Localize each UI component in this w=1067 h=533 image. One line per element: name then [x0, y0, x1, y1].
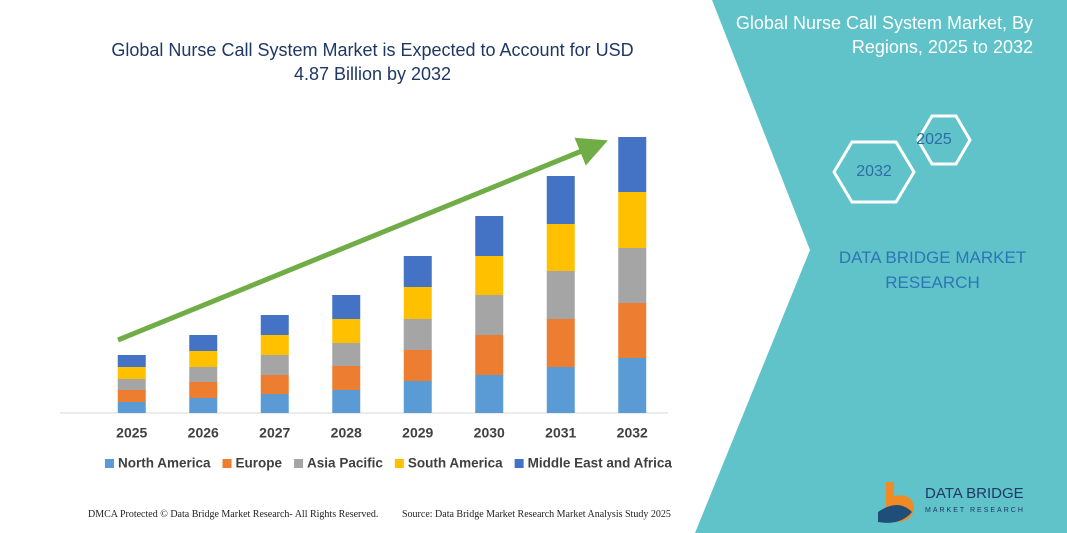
bar-segment	[189, 367, 218, 382]
bar-segment	[117, 390, 146, 402]
bar-segment	[260, 394, 289, 413]
logo-tagline: MARKET RESEARCH	[925, 507, 1025, 514]
bar-segment	[546, 367, 575, 413]
bar-segment	[475, 375, 504, 413]
bar-segment	[618, 137, 647, 192]
panel-title: Global Nurse Call System Market, By Regi…	[735, 13, 1033, 57]
bar-segment	[189, 335, 218, 351]
bar-segment	[403, 350, 432, 381]
bar-segment	[332, 390, 361, 413]
bar-segment	[403, 319, 432, 350]
legend-swatch	[394, 459, 404, 468]
bar-segment	[546, 224, 575, 271]
bar-segment	[475, 295, 504, 335]
x-tick-label: 2031	[545, 425, 576, 441]
bar-segment	[475, 256, 504, 295]
bar-segment	[260, 375, 289, 394]
bar-segment	[546, 176, 575, 224]
bar-segment	[618, 303, 647, 358]
bar-segment	[117, 367, 146, 379]
bar-segment	[117, 402, 146, 413]
bar-segment	[475, 216, 504, 256]
bar-segment	[117, 355, 146, 367]
logo-name: DATA BRIDGE	[925, 485, 1024, 502]
logo-icon	[878, 482, 914, 523]
bar-segment	[260, 335, 289, 355]
trend-arrow	[117, 137, 608, 343]
bar-segment	[117, 379, 146, 390]
bar-segment	[189, 382, 218, 398]
hexagon-label: 2032	[856, 163, 892, 180]
legend-swatch	[294, 459, 304, 468]
bar-segment	[403, 381, 432, 413]
bar-segment	[332, 319, 361, 343]
bar-segment	[546, 271, 575, 319]
legend-swatch	[105, 459, 114, 468]
bar-segment	[475, 335, 504, 375]
x-tick-label: 2025	[116, 425, 147, 441]
bar-segment	[332, 295, 361, 319]
bar-segment	[332, 343, 361, 366]
x-tick-label: 2030	[474, 425, 505, 441]
legend-swatch	[514, 459, 524, 468]
bar-segment	[189, 351, 218, 367]
x-tick-label: 2026	[188, 425, 219, 441]
legend-label: Europe	[236, 456, 283, 471]
bar-segment	[332, 366, 361, 390]
legend-label: Asia Pacific	[307, 456, 383, 471]
bar-segment	[546, 319, 575, 367]
chart-title: Global Nurse Call System Market is Expec…	[111, 40, 634, 84]
x-tick-label: 2028	[331, 425, 362, 441]
side-panel	[695, 0, 1067, 533]
bar-segment	[260, 355, 289, 375]
bar-segment	[189, 398, 218, 413]
brand-text: DATA BRIDGE MARKET RESEARCH	[838, 248, 1027, 292]
hexagon-outlines	[832, 114, 972, 204]
legend-swatch	[222, 459, 232, 468]
bar-segment	[618, 248, 647, 303]
legend-label: South America	[408, 456, 503, 471]
bar-segment	[260, 315, 289, 335]
x-tick-label: 2032	[617, 425, 648, 441]
bar-segment	[403, 256, 432, 287]
bar-segment	[618, 192, 647, 248]
bar-segment	[618, 358, 647, 413]
footer-left: DMCA Protected © Data Bridge Market Rese…	[88, 509, 379, 520]
bar-segment	[403, 287, 432, 319]
x-tick-label: 2029	[402, 425, 433, 441]
legend-label: Middle East and Africa	[528, 456, 673, 471]
x-tick-label: 2027	[259, 425, 290, 441]
footer-right: Source: Data Bridge Market Research Mark…	[402, 509, 671, 520]
legend-label: North America	[118, 456, 211, 471]
hexagon-label: 2025	[916, 131, 952, 148]
